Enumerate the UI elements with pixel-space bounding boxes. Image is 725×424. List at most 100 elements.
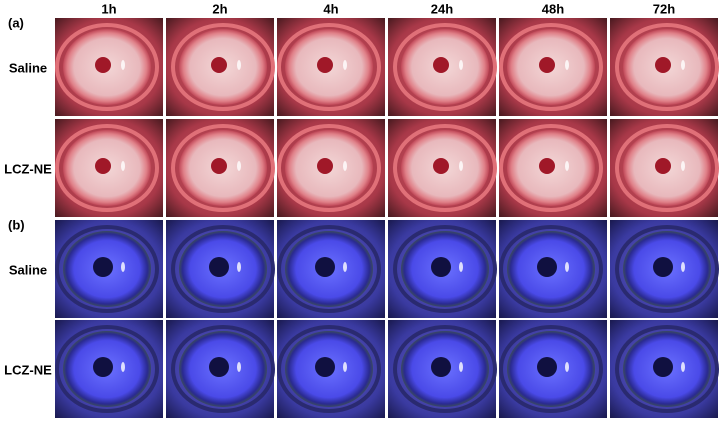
eye-photo: [166, 18, 275, 116]
row-label: LCZ-NE: [4, 161, 52, 176]
eye-photo: [388, 18, 497, 116]
eye-photo: [610, 119, 719, 217]
eye-rim: [55, 23, 159, 111]
highlight: [121, 161, 125, 171]
eye-photo: [166, 320, 275, 418]
eye-photo: [499, 220, 607, 318]
pupil: [655, 158, 671, 174]
highlight: [565, 161, 569, 171]
eye-photo: [499, 320, 607, 418]
highlight: [681, 161, 685, 171]
pupil: [95, 57, 111, 73]
row-label: Saline: [9, 262, 47, 277]
eye-photo: [166, 220, 275, 318]
eye-photo: [499, 18, 607, 116]
highlight: [237, 60, 241, 70]
eye-photo: [388, 119, 497, 217]
pupil: [317, 57, 333, 73]
eye-rim: [171, 23, 275, 111]
highlight: [565, 60, 569, 70]
eye-photo: [610, 320, 719, 418]
highlight: [565, 262, 569, 272]
pupil: [95, 158, 111, 174]
eye-photo: [55, 18, 163, 116]
eye-photo: [277, 320, 385, 418]
highlight: [121, 262, 125, 272]
pupil: [93, 357, 113, 377]
eye-rim: [171, 325, 275, 413]
column-header: 4h: [323, 1, 338, 16]
column-header: 24h: [431, 1, 453, 16]
highlight: [237, 362, 241, 372]
column-header: 1h: [101, 1, 116, 16]
eye-rim: [55, 325, 159, 413]
panel-label: (b): [8, 217, 25, 232]
pupil: [653, 257, 673, 277]
row-label: LCZ-NE: [4, 362, 52, 377]
eye-rim: [393, 124, 497, 212]
eye-photo: [277, 18, 385, 116]
pupil: [537, 257, 557, 277]
highlight: [343, 362, 347, 372]
eye-rim: [615, 225, 719, 313]
eye-rim: [55, 124, 159, 212]
pupil: [211, 158, 227, 174]
highlight: [681, 60, 685, 70]
eye-photo: [388, 220, 497, 318]
eye-rim: [615, 325, 719, 413]
pupil: [93, 257, 113, 277]
eye-rim: [615, 23, 719, 111]
eye-photo: [277, 119, 385, 217]
eye-rim: [499, 23, 603, 111]
pupil: [539, 57, 555, 73]
row-label: Saline: [9, 60, 47, 75]
eye-rim: [171, 124, 275, 212]
highlight: [237, 161, 241, 171]
pupil: [211, 57, 227, 73]
pupil: [537, 357, 557, 377]
eye-photo: [499, 119, 607, 217]
eye-photo: [55, 320, 163, 418]
eye-photo: [277, 220, 385, 318]
highlight: [121, 60, 125, 70]
eye-photo: [166, 119, 275, 217]
eye-rim: [499, 325, 603, 413]
pupil: [209, 357, 229, 377]
eye-photo: [610, 220, 719, 318]
highlight: [459, 161, 463, 171]
eye-photo: [55, 220, 163, 318]
eye-rim: [277, 325, 381, 413]
highlight: [681, 262, 685, 272]
highlight: [459, 60, 463, 70]
eye-rim: [393, 225, 497, 313]
eye-rim: [615, 124, 719, 212]
eye-rim: [277, 225, 381, 313]
column-header: 48h: [542, 1, 564, 16]
pupil: [209, 257, 229, 277]
highlight: [343, 262, 347, 272]
pupil: [433, 158, 449, 174]
highlight: [459, 262, 463, 272]
pupil: [431, 357, 451, 377]
pupil: [655, 57, 671, 73]
pupil: [317, 158, 333, 174]
pupil: [653, 357, 673, 377]
highlight: [121, 362, 125, 372]
eye-rim: [499, 124, 603, 212]
highlight: [459, 362, 463, 372]
highlight: [237, 262, 241, 272]
highlight: [565, 362, 569, 372]
eye-rim: [171, 225, 275, 313]
eye-rim: [393, 23, 497, 111]
eye-rim: [393, 325, 497, 413]
pupil: [315, 357, 335, 377]
eye-photo: [55, 119, 163, 217]
eye-photo: [388, 320, 497, 418]
eye-rim: [277, 124, 381, 212]
pupil: [539, 158, 555, 174]
eye-rim: [499, 225, 603, 313]
pupil: [315, 257, 335, 277]
pupil: [433, 57, 449, 73]
column-header: 72h: [653, 1, 675, 16]
